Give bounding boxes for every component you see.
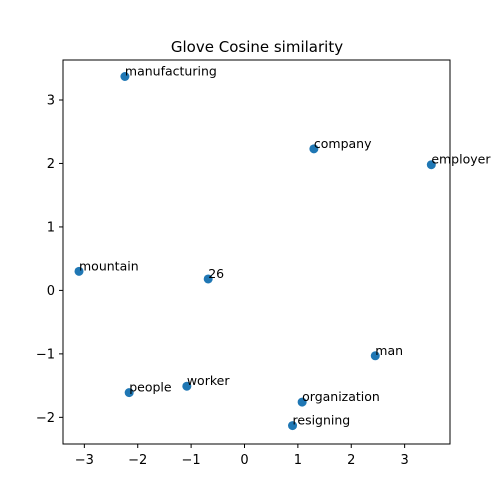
y-tick-label: 1 <box>47 220 55 235</box>
y-tick-label: 2 <box>47 157 55 172</box>
point-label: people <box>129 380 172 395</box>
x-tick-label: −3 <box>75 453 94 468</box>
chart-title: Glove Cosine similarity <box>171 38 343 56</box>
scatter-point <box>309 144 319 154</box>
point-label: organization <box>302 389 380 404</box>
point-label: manufacturing <box>125 64 217 79</box>
point-labels: manufacturing company employer mountain 26 ma… <box>79 64 491 428</box>
point-label: man <box>375 343 403 358</box>
x-tick-label: 0 <box>240 453 248 468</box>
scatter-point <box>74 266 84 276</box>
scatter-point <box>297 397 307 407</box>
x-tick-label: −2 <box>128 453 147 468</box>
scatter-point <box>124 388 134 398</box>
point-label: 26 <box>208 266 224 281</box>
scatter-point <box>370 351 380 361</box>
x-tick-label: 2 <box>347 453 355 468</box>
plot-frame <box>62 59 451 445</box>
point-label: company <box>314 136 372 151</box>
point-label: worker <box>187 373 230 388</box>
scatter-point <box>203 274 213 284</box>
x-tick-label: 1 <box>294 453 302 468</box>
y-tick-label: −2 <box>36 411 55 426</box>
scatter-point <box>120 72 130 82</box>
scatter-point <box>288 421 298 431</box>
point-label: employer <box>431 152 491 167</box>
x-tick-label: 3 <box>400 453 408 468</box>
scatter-point <box>182 381 192 391</box>
scatter-point <box>426 160 436 170</box>
y-tick-label: −1 <box>36 347 55 362</box>
y-tick-label: 3 <box>47 93 55 108</box>
data-points <box>74 72 436 431</box>
axis-ticks: −3 −2 −1 0 1 2 3 −2 −1 0 1 2 3 <box>36 93 409 468</box>
x-tick-label: −1 <box>182 453 201 468</box>
point-label: mountain <box>79 258 139 273</box>
point-label: resigning <box>293 413 351 428</box>
y-tick-label: 0 <box>47 284 55 299</box>
